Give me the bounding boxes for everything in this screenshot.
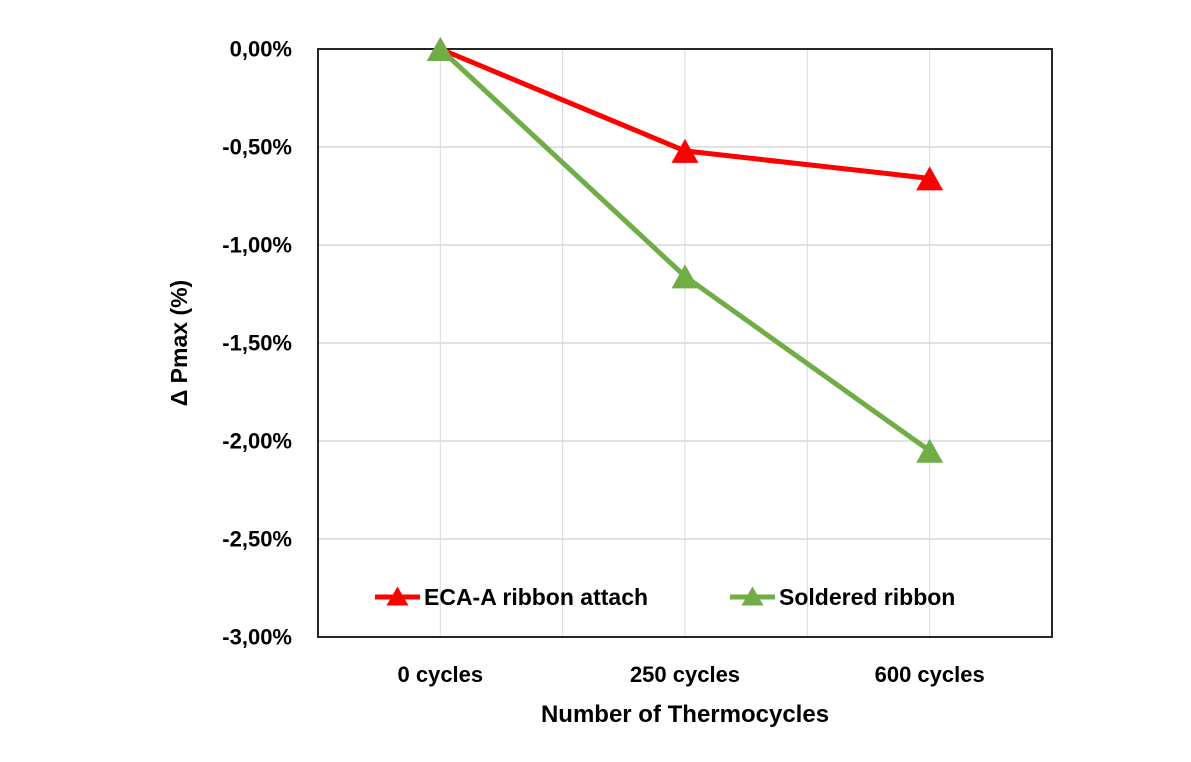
legend: ECA-A ribbon attach Soldered ribbon <box>375 584 955 610</box>
legend-marker <box>741 586 764 606</box>
y-tick-label: -3,00% <box>222 625 292 650</box>
x-axis-title: Number of Thermocycles <box>541 701 829 728</box>
x-axis-tick-labels: 0 cycles 250 cycles 600 cycles <box>398 662 985 687</box>
data-point-marker <box>671 138 699 163</box>
legend-marker <box>386 586 409 606</box>
plot-border <box>317 48 1053 638</box>
data-point-marker <box>671 264 699 289</box>
x-tick-label: 250 cycles <box>630 662 740 687</box>
legend-label: Soldered ribbon <box>779 584 955 610</box>
data-point-marker <box>916 166 944 191</box>
data-point-marker <box>916 438 944 463</box>
y-tick-label: 0,00% <box>230 37 292 62</box>
legend-label: ECA-A ribbon attach <box>424 584 648 610</box>
y-axis-title: Δ Pmax (%) <box>166 280 192 406</box>
y-tick-label: -1,50% <box>222 331 292 356</box>
gridlines <box>318 49 1052 637</box>
y-tick-label: -2,50% <box>222 527 292 552</box>
y-tick-label: -0,50% <box>222 135 292 160</box>
data-series <box>426 37 944 463</box>
y-tick-label: -1,00% <box>222 233 292 258</box>
x-tick-label: 600 cycles <box>875 662 985 687</box>
y-axis-tick-labels: 0,00% -0,50% -1,00% -1,50% -2,00% -2,50% -3,00… <box>222 37 292 650</box>
x-tick-label: 0 cycles <box>398 662 484 687</box>
data-point-marker <box>426 37 454 61</box>
y-tick-label: -2,00% <box>222 429 292 454</box>
